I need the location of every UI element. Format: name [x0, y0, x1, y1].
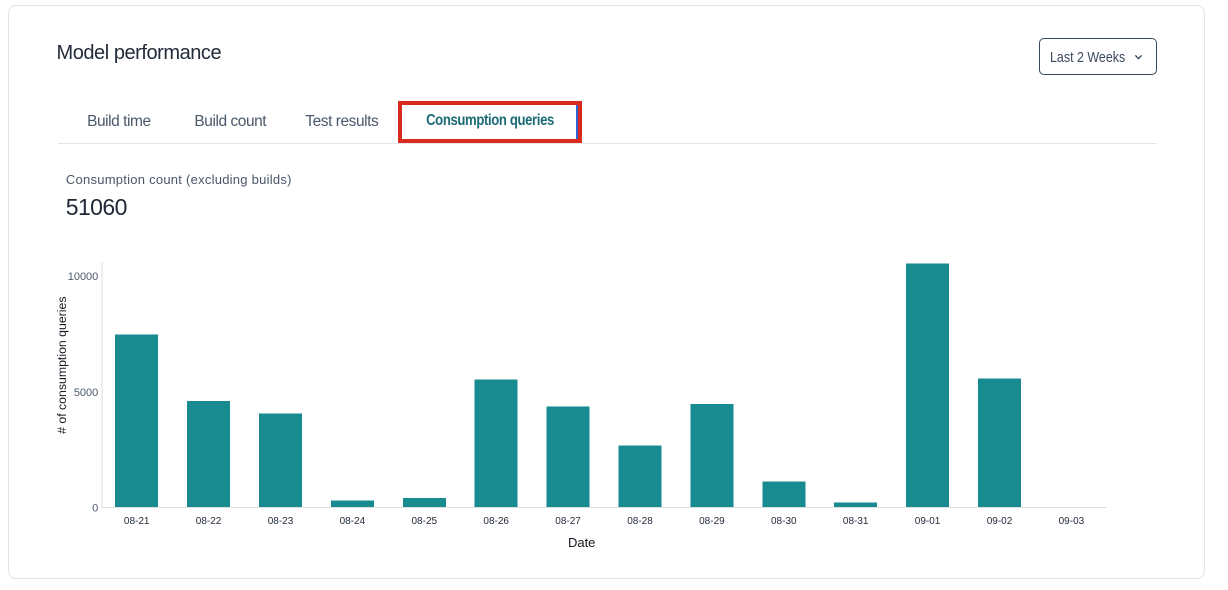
svg-text:08-27: 08-27 — [555, 516, 581, 527]
svg-text:08-22: 08-22 — [196, 516, 222, 527]
svg-text:08-29: 08-29 — [699, 516, 725, 527]
svg-text:# of consumption queries: # of consumption queries — [55, 296, 69, 433]
svg-text:08-25: 08-25 — [412, 516, 438, 527]
svg-text:08-30: 08-30 — [771, 516, 797, 527]
svg-text:08-28: 08-28 — [627, 516, 653, 527]
svg-text:5000: 5000 — [74, 387, 98, 399]
svg-text:08-31: 08-31 — [843, 516, 869, 527]
svg-text:09-02: 09-02 — [987, 516, 1013, 527]
svg-text:0: 0 — [92, 502, 98, 514]
svg-text:08-23: 08-23 — [268, 516, 294, 527]
svg-text:09-03: 09-03 — [1059, 516, 1085, 527]
svg-text:10000: 10000 — [68, 271, 99, 283]
svg-text:08-26: 08-26 — [483, 516, 509, 527]
svg-text:09-01: 09-01 — [915, 516, 941, 527]
svg-text:Date: Date — [568, 535, 595, 550]
svg-text:08-24: 08-24 — [340, 516, 366, 527]
svg-text:08-21: 08-21 — [124, 516, 150, 527]
